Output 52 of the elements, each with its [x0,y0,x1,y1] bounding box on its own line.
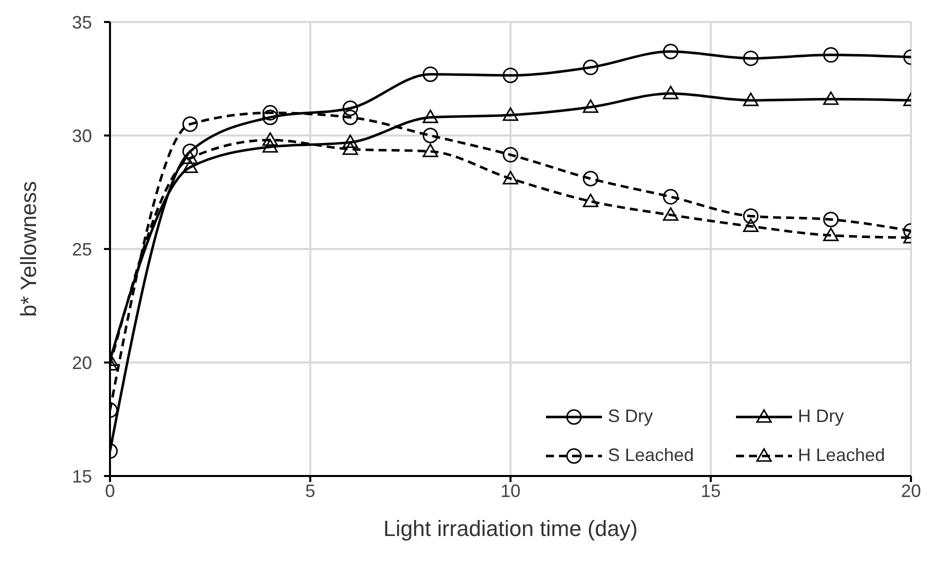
point [662,44,678,60]
point [502,68,518,84]
y-tick-label: 25 [72,239,92,260]
legend-label: H Leached [798,445,885,466]
x-tick-label: 0 [104,480,116,501]
point [262,105,278,121]
point [743,208,759,224]
y-tick-label: 30 [72,126,92,146]
point [422,144,438,158]
x-tick-label: 10 [500,480,521,501]
point [823,91,839,105]
point [582,194,598,208]
x-tick-label: 15 [700,480,721,501]
point [422,66,438,82]
point [662,189,678,205]
point [743,50,759,66]
point [422,128,438,144]
point [743,218,759,232]
y-tick-label: 15 [72,466,92,486]
point [662,86,678,100]
x-tick-label: 5 [305,480,316,501]
point [502,107,518,121]
point [342,100,358,116]
y-axis-title: b* Yellowness [16,181,41,317]
point [743,92,759,106]
point [823,212,839,228]
y-tick-label: 35 [72,12,92,32]
point [262,132,278,146]
x-axis-title: Light irradiation time (day) [383,516,638,541]
legend-label: S Leached [608,445,694,466]
point [502,147,518,163]
point [582,60,598,76]
legend-label: S Dry [608,406,653,427]
point [582,170,598,186]
point [823,228,839,242]
point [182,150,198,164]
point [182,116,198,132]
point [502,170,518,184]
point [342,134,358,148]
point [823,47,839,63]
point [182,160,198,174]
point [582,99,598,113]
point [342,141,358,155]
point [182,144,198,160]
point [342,110,358,126]
point [262,110,278,126]
point [662,207,678,221]
legend-label: H Dry [798,406,844,427]
point [262,139,278,153]
point [422,110,438,124]
y-tick-label: 20 [72,352,92,373]
x-tick-label: 20 [900,480,922,501]
